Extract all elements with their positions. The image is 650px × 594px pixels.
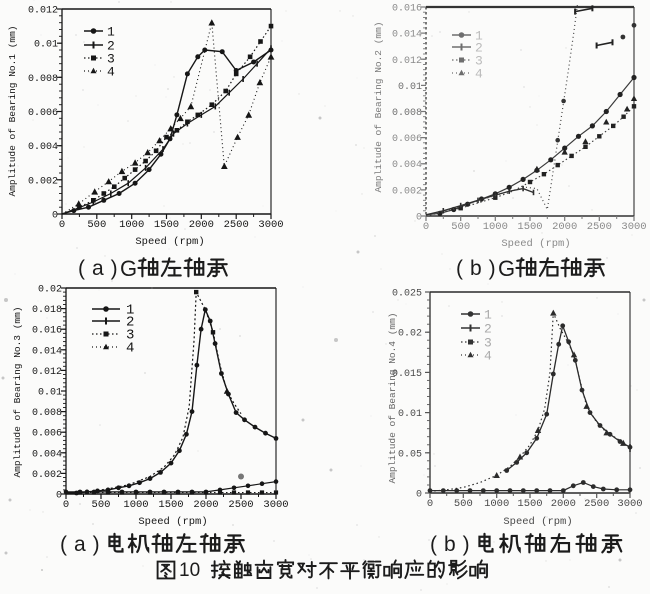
svg-text:0: 0 [416,213,422,224]
svg-text:0.012: 0.012 [28,6,58,17]
svg-text:3: 3 [484,336,492,351]
svg-text:10: 10 [179,560,200,581]
svg-text:0.006: 0.006 [32,429,62,440]
svg-text:0.014: 0.014 [32,346,62,357]
svg-text:0: 0 [416,490,422,501]
svg-text:1500: 1500 [154,219,179,231]
svg-text:0.002: 0.002 [392,186,422,197]
svg-text:0.02: 0.02 [38,285,62,296]
svg-text:500: 500 [451,221,470,233]
svg-text:0.006: 0.006 [392,134,422,145]
svg-text:0: 0 [52,211,58,222]
svg-text:1: 1 [126,303,134,319]
svg-text:0.004: 0.004 [392,160,422,171]
svg-text:(b): (b) [456,257,503,280]
svg-text:3: 3 [107,52,115,67]
svg-text:1000: 1000 [483,221,508,233]
svg-text:(a): (a) [78,257,125,280]
svg-text:0.018: 0.018 [32,305,62,316]
svg-text:500: 500 [454,498,473,510]
svg-text:Amplitude of Bearing No.3 (mm): Amplitude of Bearing No.3 (mm) [12,306,23,477]
svg-text:3000: 3000 [258,219,283,231]
svg-text:3000: 3000 [621,221,646,233]
svg-text:0: 0 [427,498,433,510]
svg-text:0.008: 0.008 [28,74,58,85]
svg-text:0.025: 0.025 [392,289,422,300]
svg-text:2000: 2000 [193,499,218,511]
svg-text:2: 2 [107,39,115,54]
svg-text:1000: 1000 [119,219,144,231]
svg-text:0.004: 0.004 [32,449,62,460]
svg-text:0.012: 0.012 [32,367,62,378]
svg-text:0.02: 0.02 [398,329,422,340]
svg-text:500: 500 [92,499,111,511]
svg-text:0.006: 0.006 [28,108,58,119]
svg-text:Speed (rpm): Speed (rpm) [135,236,204,248]
svg-text:0.002: 0.002 [32,470,62,481]
svg-text:4: 4 [107,65,115,80]
svg-text:3000: 3000 [263,499,288,511]
svg-text:4: 4 [475,67,483,82]
svg-text:1: 1 [484,308,492,323]
svg-text:Speed (rpm): Speed (rpm) [138,516,207,528]
svg-text:1500: 1500 [517,221,542,233]
svg-text:G: G [120,256,137,281]
svg-text:0.016: 0.016 [32,326,62,337]
svg-text:G: G [498,256,515,281]
svg-text:0.01: 0.01 [38,388,62,399]
svg-text:0.015: 0.015 [392,369,422,380]
svg-text:2500: 2500 [587,221,612,233]
svg-text:Speed (rpm): Speed (rpm) [503,516,572,528]
svg-text:0.01: 0.01 [398,409,422,420]
svg-text:0: 0 [63,499,69,511]
svg-text:2500: 2500 [228,499,253,511]
svg-text:2000: 2000 [551,498,576,510]
svg-text:2000: 2000 [552,221,577,233]
svg-text:2: 2 [126,315,134,331]
svg-text:(a): (a) [60,533,107,556]
svg-text:0.014: 0.014 [392,30,422,41]
svg-text:0.01: 0.01 [34,40,58,51]
svg-text:1: 1 [107,25,115,40]
svg-text:Amplitude of Bearing No.1 (mm): Amplitude of Bearing No.1 (mm) [7,25,18,196]
svg-text:1500: 1500 [158,499,183,511]
svg-text:2000: 2000 [189,219,214,231]
svg-text:Amplitude of Bearing No.4 (mm): Amplitude of Bearing No.4 (mm) [387,312,398,483]
svg-text:3000: 3000 [617,498,642,510]
svg-text:2500: 2500 [224,219,249,231]
svg-text:2: 2 [475,41,483,56]
svg-text:3: 3 [126,328,134,344]
svg-text:Speed (rpm): Speed (rpm) [501,238,570,250]
svg-text:Amplitude of Bearing No.2 (mm): Amplitude of Bearing No.2 (mm) [373,21,384,192]
svg-text:1: 1 [475,29,483,44]
svg-text:0: 0 [423,221,429,233]
svg-text:(b): (b) [430,533,477,556]
svg-text:1000: 1000 [484,498,509,510]
svg-text:0: 0 [56,491,62,502]
svg-text:0.01: 0.01 [398,82,422,93]
svg-text:3: 3 [475,54,483,69]
svg-text:0.016: 0.016 [392,4,422,15]
svg-text:0.012: 0.012 [392,56,422,67]
svg-text:1000: 1000 [123,499,148,511]
svg-text:4: 4 [484,349,492,364]
svg-text:0.002: 0.002 [28,176,58,187]
svg-text:1500: 1500 [517,498,542,510]
svg-text:0.05: 0.05 [398,449,422,460]
svg-text:2: 2 [484,322,492,337]
svg-text:0.008: 0.008 [392,108,422,119]
svg-text:2500: 2500 [584,498,609,510]
svg-text:0.008: 0.008 [32,408,62,419]
svg-text:0: 0 [59,219,65,231]
svg-text:4: 4 [126,341,134,357]
svg-text:500: 500 [87,219,106,231]
svg-text:0.004: 0.004 [28,142,58,153]
